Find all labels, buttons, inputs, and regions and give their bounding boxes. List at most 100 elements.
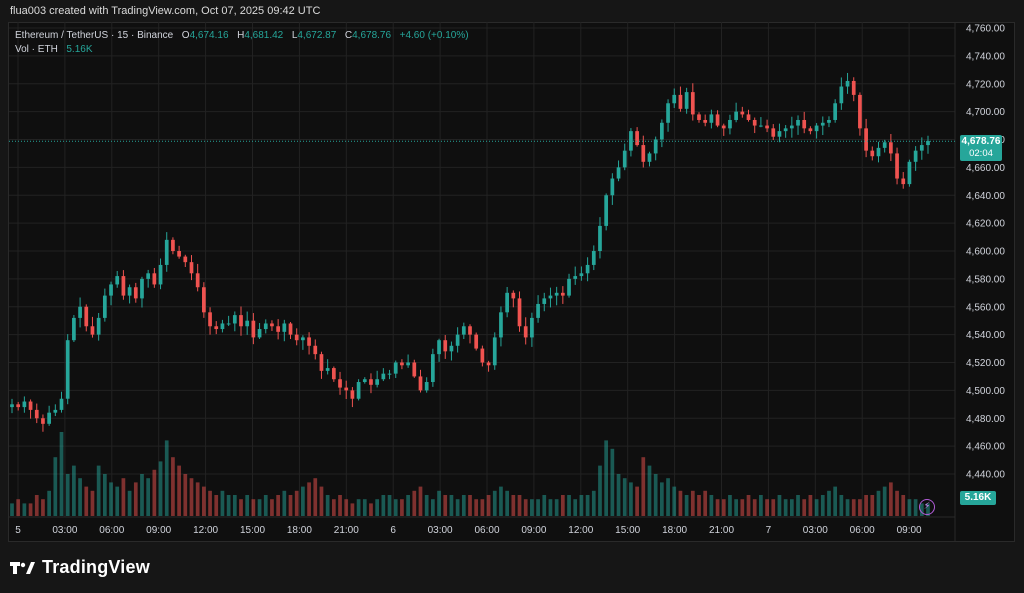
volume-bar [331, 499, 336, 516]
candle-body [294, 334, 299, 341]
volume-bar [96, 465, 101, 516]
volume-bar [876, 490, 881, 516]
volume-bar [523, 499, 528, 516]
volume-bar [127, 490, 132, 516]
volume-bar [226, 495, 231, 516]
volume-bar [889, 482, 893, 516]
x-tick-label: 03:00 [803, 525, 828, 536]
candle-body [96, 317, 101, 335]
y-tick-label: 4,720.00 [966, 79, 1005, 90]
volume-bar [344, 499, 349, 516]
volume-bar [443, 495, 448, 516]
volume-bar [171, 457, 175, 516]
candle-body [418, 376, 423, 391]
volume-bar [913, 499, 918, 516]
x-tick-label: 09:00 [146, 525, 171, 536]
x-tick-label: 06:00 [850, 525, 875, 536]
volume-bar [455, 499, 460, 516]
candle-body [164, 239, 169, 265]
candle-body [127, 287, 132, 296]
candle-body [412, 362, 417, 377]
volume-bar [146, 478, 151, 516]
volume-bar [622, 478, 627, 516]
candle-body [740, 111, 745, 115]
volume-bar [276, 495, 280, 516]
candle-body [870, 150, 875, 157]
volume-bar [839, 495, 844, 516]
lightning-icon[interactable]: ⚡ [919, 499, 935, 515]
candle-body [195, 273, 200, 288]
x-tick-label: 12:00 [568, 525, 593, 536]
candle-body [424, 382, 429, 391]
candle-body [511, 292, 516, 299]
candle-body [895, 153, 899, 179]
candle-body [10, 404, 14, 408]
candle-body [102, 295, 107, 318]
chart-frame[interactable] [8, 22, 1015, 542]
candle-body [499, 312, 503, 338]
volume-bar [164, 440, 169, 516]
candle-body [907, 161, 912, 185]
volume-bar [10, 503, 14, 516]
candle-body [270, 323, 274, 327]
volume-bar [53, 457, 58, 516]
volume-bar [728, 495, 732, 516]
candle-body [660, 122, 664, 140]
candle-body [375, 379, 380, 385]
volume-bar [901, 495, 906, 516]
candle-body [319, 354, 324, 371]
candle-body [288, 323, 293, 335]
volume-bar [579, 495, 584, 516]
candle-body [598, 225, 602, 251]
tradingview-logo[interactable]: TradingView [10, 557, 150, 578]
volume-bar [449, 495, 454, 516]
symbol-label[interactable]: Ethereum / TetherUS · 15 · Binance [15, 30, 174, 41]
candle-body [276, 326, 280, 332]
volume-bar [492, 490, 497, 516]
brand-name: TradingView [42, 557, 150, 577]
candle-body [567, 278, 571, 296]
x-tick-label: 06:00 [99, 525, 124, 536]
volume-bar [759, 495, 763, 516]
y-tick-label: 4,460.00 [966, 442, 1005, 453]
volume-bar [554, 499, 559, 516]
candle-body [771, 128, 776, 137]
candle-body [734, 111, 738, 120]
candle-body [152, 273, 157, 285]
volume-bar [257, 499, 262, 516]
volume-bar [461, 495, 466, 516]
candle-body [579, 273, 584, 277]
candle-body [263, 323, 268, 330]
candle-body [282, 323, 287, 332]
volume-bar [802, 499, 807, 516]
x-tick-label: 03:00 [428, 525, 453, 536]
volume-bar [431, 499, 435, 516]
candle-body [604, 195, 609, 226]
volume-label[interactable]: Vol · ETH [15, 44, 58, 55]
candle-body [183, 256, 188, 263]
volume-bar [412, 490, 417, 516]
volume-bar [121, 478, 126, 516]
candle-body [672, 94, 677, 104]
y-tick-label: 4,600.00 [966, 247, 1005, 258]
volume-bar [294, 490, 299, 516]
volume-bar [177, 465, 181, 516]
x-tick-label: 21:00 [334, 525, 359, 536]
volume-bar [635, 486, 639, 516]
volume-bar [133, 482, 138, 516]
volume-bar [789, 499, 794, 516]
candle-body [393, 362, 398, 374]
volume-bar [41, 499, 45, 516]
volume-bar [208, 490, 212, 516]
volume-bar [356, 499, 361, 516]
volume-bar [474, 499, 479, 516]
x-tick-label: 15:00 [240, 525, 265, 536]
candle-body [90, 326, 95, 335]
candle-body [245, 320, 250, 327]
candle-body [820, 122, 825, 126]
volume-bar [369, 503, 373, 516]
x-tick-label: 09:00 [897, 525, 922, 536]
chart-legend: Ethereum / TetherUS · 15 · Binance O4,67… [15, 29, 469, 57]
candle-body [449, 345, 454, 352]
